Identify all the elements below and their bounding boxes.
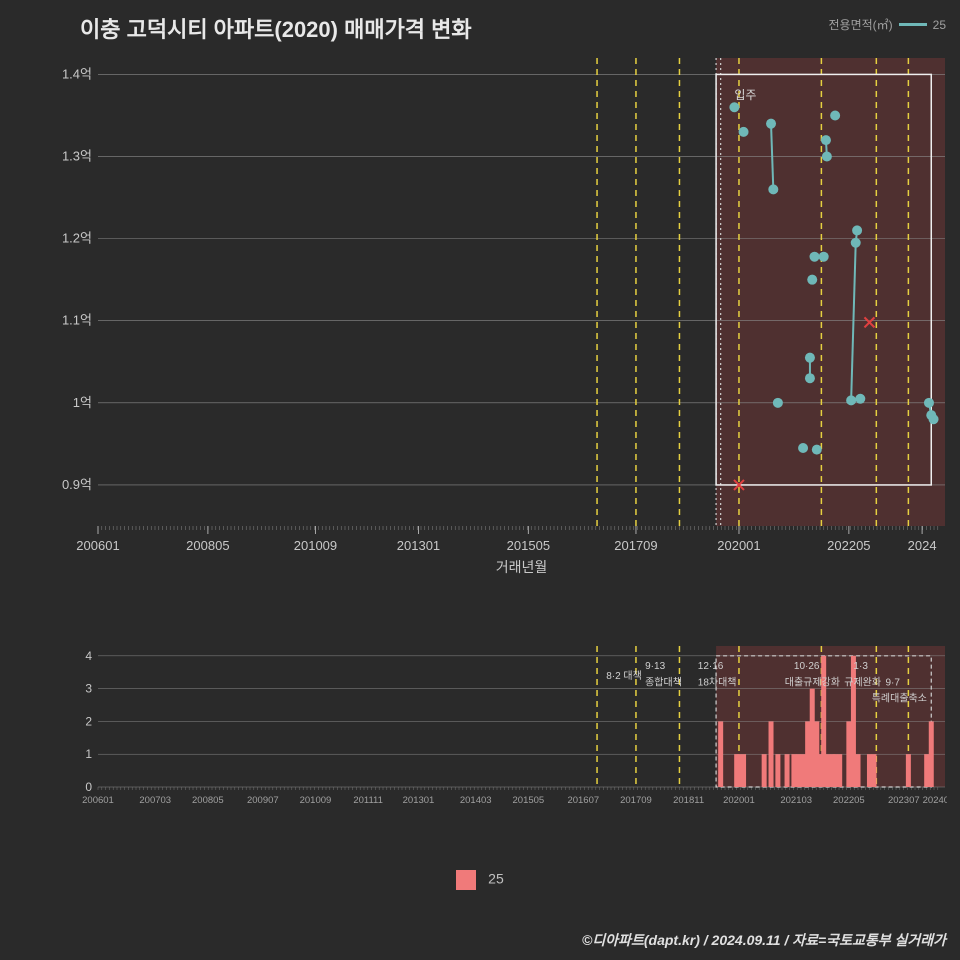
legend-series-label: 25 [933,18,946,32]
svg-text:202205: 202205 [833,795,865,806]
svg-text:9·13: 9·13 [645,661,665,672]
svg-text:1.4억: 1.4억 [62,66,92,81]
svg-text:201009: 201009 [300,795,332,806]
svg-text:2: 2 [85,714,92,728]
svg-text:202205: 202205 [827,538,870,553]
svg-text:200601: 200601 [82,795,114,806]
bottom-legend-label: 25 [488,871,504,887]
svg-text:9·7: 9·7 [885,677,900,688]
svg-text:대출규제강화: 대출규제강화 [785,676,840,688]
svg-text:입주: 입주 [734,88,756,102]
svg-text:201709: 201709 [614,538,657,553]
legend-top: 전용면적(㎡) 25 [828,16,946,33]
svg-text:18차대책: 18차대책 [698,676,737,688]
svg-text:200703: 200703 [139,795,171,806]
svg-text:201811: 201811 [673,795,704,806]
svg-text:20240: 20240 [923,795,947,806]
svg-text:4: 4 [85,649,92,663]
svg-text:0: 0 [85,780,92,794]
svg-text:거래년월: 거래년월 [496,559,548,575]
chart-title: 이충 고덕시티 아파트(2020) 매매가격 변화 [80,12,472,44]
svg-text:201009: 201009 [294,538,337,553]
svg-text:200805: 200805 [186,538,229,553]
svg-text:200805: 200805 [192,795,224,806]
svg-text:1억: 1억 [73,395,92,410]
svg-text:201301: 201301 [397,538,440,553]
svg-text:0.9억: 0.9억 [62,477,92,492]
svg-text:2024: 2024 [908,538,937,553]
svg-text:1.3억: 1.3억 [62,149,92,164]
svg-text:202001: 202001 [717,538,760,553]
svg-text:특례대출축소: 특례대출축소 [872,693,927,705]
svg-text:8·2 대책: 8·2 대책 [606,670,642,682]
credit-line: ©디아파트(dapt.kr) / 2024.09.11 / 자료=국토교통부 실… [582,930,946,950]
svg-text:12·16: 12·16 [698,661,724,672]
svg-text:201505: 201505 [513,795,545,806]
svg-text:종합대책: 종합대책 [645,676,682,688]
svg-text:201111: 201111 [353,795,383,806]
svg-text:201607: 201607 [567,795,599,806]
volume-bar-chart: 0 1 2 3 4 200601 200703 200805 200907 201009 20111… [62,640,947,815]
svg-text:202103: 202103 [780,795,812,806]
svg-text:3: 3 [85,682,92,696]
svg-text:1.1억: 1.1억 [62,313,92,328]
bottom-legend: 25 [0,870,960,890]
svg-text:200907: 200907 [247,795,279,806]
svg-text:202307: 202307 [888,795,920,806]
legend-area-label: 전용면적(㎡) [828,16,892,33]
svg-text:201505: 201505 [507,538,550,553]
svg-text:1·3: 1·3 [853,661,868,672]
svg-text:201301: 201301 [403,795,435,806]
svg-text:201403: 201403 [460,795,492,806]
svg-text:1: 1 [85,747,92,761]
legend-line-swatch [899,23,927,26]
svg-text:200601: 200601 [76,538,119,553]
svg-text:201709: 201709 [620,795,652,806]
bottom-legend-swatch [456,870,476,890]
svg-text:10·26: 10·26 [794,661,820,672]
svg-text:1.2억: 1.2억 [62,231,92,246]
svg-text:규제완화: 규제완화 [844,676,881,688]
main-price-chart: 0.9억 1억 1.1억 1.2억 1.3억 1.4억 200601 200805 201009… [62,50,947,580]
svg-text:202001: 202001 [723,795,755,806]
